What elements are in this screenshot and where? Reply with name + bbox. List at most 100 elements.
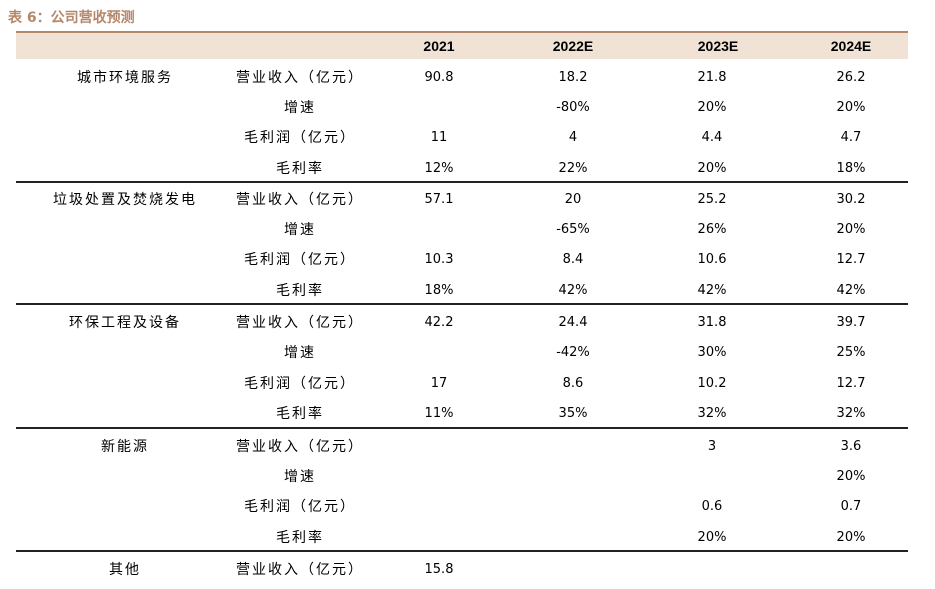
value-cell: 4.4 <box>701 130 723 145</box>
value-cell: 10.2 <box>697 376 727 391</box>
value-cell <box>389 492 489 522</box>
section-divider <box>16 303 908 305</box>
value-cell <box>662 462 762 492</box>
value-cell: 3 <box>707 439 717 454</box>
metric-label: 营业收入（亿元） <box>236 70 364 86</box>
metric-label: 毛利率 <box>276 283 324 299</box>
value-cell: 0.7 <box>840 499 862 514</box>
value-cell: 25.2 <box>697 192 727 207</box>
metric-label: 营业收入（亿元） <box>236 315 364 331</box>
value-cell: 15.8 <box>424 562 454 577</box>
value-cell: 11% <box>424 406 454 421</box>
value-cell: 26.2 <box>836 70 866 85</box>
value-cell: 20% <box>836 530 866 545</box>
value-cell <box>523 492 623 522</box>
value-cell <box>389 432 489 462</box>
table-caption: 表 6：公司营收预测 <box>8 10 135 26</box>
value-cell: 20 <box>564 192 582 207</box>
value-cell: 42% <box>836 283 866 298</box>
value-cell: 18.2 <box>558 70 588 85</box>
header-2021: 2021 <box>423 38 455 54</box>
section-divider <box>16 181 908 183</box>
value-cell: -42% <box>556 345 590 360</box>
value-cell: 12% <box>424 161 454 176</box>
value-cell <box>389 523 489 553</box>
section-divider <box>16 550 908 552</box>
value-cell: 42% <box>697 283 727 298</box>
value-cell: 90.8 <box>424 70 454 85</box>
value-cell: 25% <box>836 345 866 360</box>
value-cell <box>523 462 623 492</box>
metric-label: 毛利率 <box>276 406 324 422</box>
metric-label: 毛利润（亿元） <box>244 499 356 515</box>
value-cell <box>389 93 489 123</box>
value-cell: 20% <box>697 161 727 176</box>
value-cell: 4.7 <box>840 130 862 145</box>
segment-name: 城市环境服务 <box>77 70 173 86</box>
metric-label: 增速 <box>284 100 316 116</box>
value-cell: 20% <box>836 469 866 484</box>
header-2024e: 2024E <box>830 38 872 54</box>
value-cell: 10.3 <box>424 252 454 267</box>
segment-name: 新能源 <box>101 439 149 455</box>
value-cell: -80% <box>556 100 590 115</box>
value-cell: 32% <box>836 406 866 421</box>
metric-label: 增速 <box>284 469 316 485</box>
header-bar <box>16 33 908 59</box>
value-cell: 32% <box>697 406 727 421</box>
value-cell: 20% <box>697 100 727 115</box>
section-divider <box>16 427 908 429</box>
value-cell: -65% <box>556 222 590 237</box>
metric-label: 毛利率 <box>276 530 324 546</box>
value-cell: 39.7 <box>836 315 866 330</box>
value-cell <box>801 555 901 585</box>
value-cell: 18% <box>836 161 866 176</box>
value-cell <box>389 338 489 368</box>
value-cell: 11 <box>430 130 448 145</box>
value-cell <box>389 462 489 492</box>
value-cell: 42.2 <box>424 315 454 330</box>
value-cell: 10.6 <box>697 252 727 267</box>
metric-label: 增速 <box>284 345 316 361</box>
value-cell: 31.8 <box>697 315 727 330</box>
value-cell: 26% <box>697 222 727 237</box>
value-cell: 57.1 <box>424 192 454 207</box>
metric-label: 增速 <box>284 222 316 238</box>
value-cell: 12.7 <box>836 376 866 391</box>
metric-label: 营业收入（亿元） <box>236 192 364 208</box>
value-cell: 20% <box>836 222 866 237</box>
value-cell: 42% <box>558 283 588 298</box>
value-cell: 4 <box>568 130 578 145</box>
metric-label: 营业收入（亿元） <box>236 439 364 455</box>
metric-label: 毛利率 <box>276 161 324 177</box>
header-2022e: 2022E <box>552 38 594 54</box>
value-cell: 20% <box>836 100 866 115</box>
value-cell: 24.4 <box>558 315 588 330</box>
value-cell: 35% <box>558 406 588 421</box>
value-cell: 30% <box>697 345 727 360</box>
value-cell: 12.7 <box>836 252 866 267</box>
header-2023e: 2023E <box>697 38 739 54</box>
value-cell: 18% <box>424 283 454 298</box>
metric-label: 毛利润（亿元） <box>244 252 356 268</box>
metric-label: 营业收入（亿元） <box>236 562 364 578</box>
value-cell <box>523 432 623 462</box>
value-cell: 30.2 <box>836 192 866 207</box>
value-cell: 3.6 <box>840 439 862 454</box>
value-cell: 20% <box>697 530 727 545</box>
value-cell: 22% <box>558 161 588 176</box>
value-cell <box>389 215 489 245</box>
segment-name: 环保工程及设备 <box>69 315 181 331</box>
value-cell: 8.4 <box>562 252 584 267</box>
value-cell <box>523 523 623 553</box>
value-cell <box>523 555 623 585</box>
segment-name: 其他 <box>109 562 141 578</box>
value-cell: 17 <box>430 376 448 391</box>
value-cell <box>662 555 762 585</box>
metric-label: 毛利润（亿元） <box>244 376 356 392</box>
value-cell: 21.8 <box>697 70 727 85</box>
value-cell: 0.6 <box>701 499 723 514</box>
header-top-rule <box>16 31 908 33</box>
segment-name: 垃圾处置及焚烧发电 <box>53 192 197 208</box>
value-cell: 8.6 <box>562 376 584 391</box>
